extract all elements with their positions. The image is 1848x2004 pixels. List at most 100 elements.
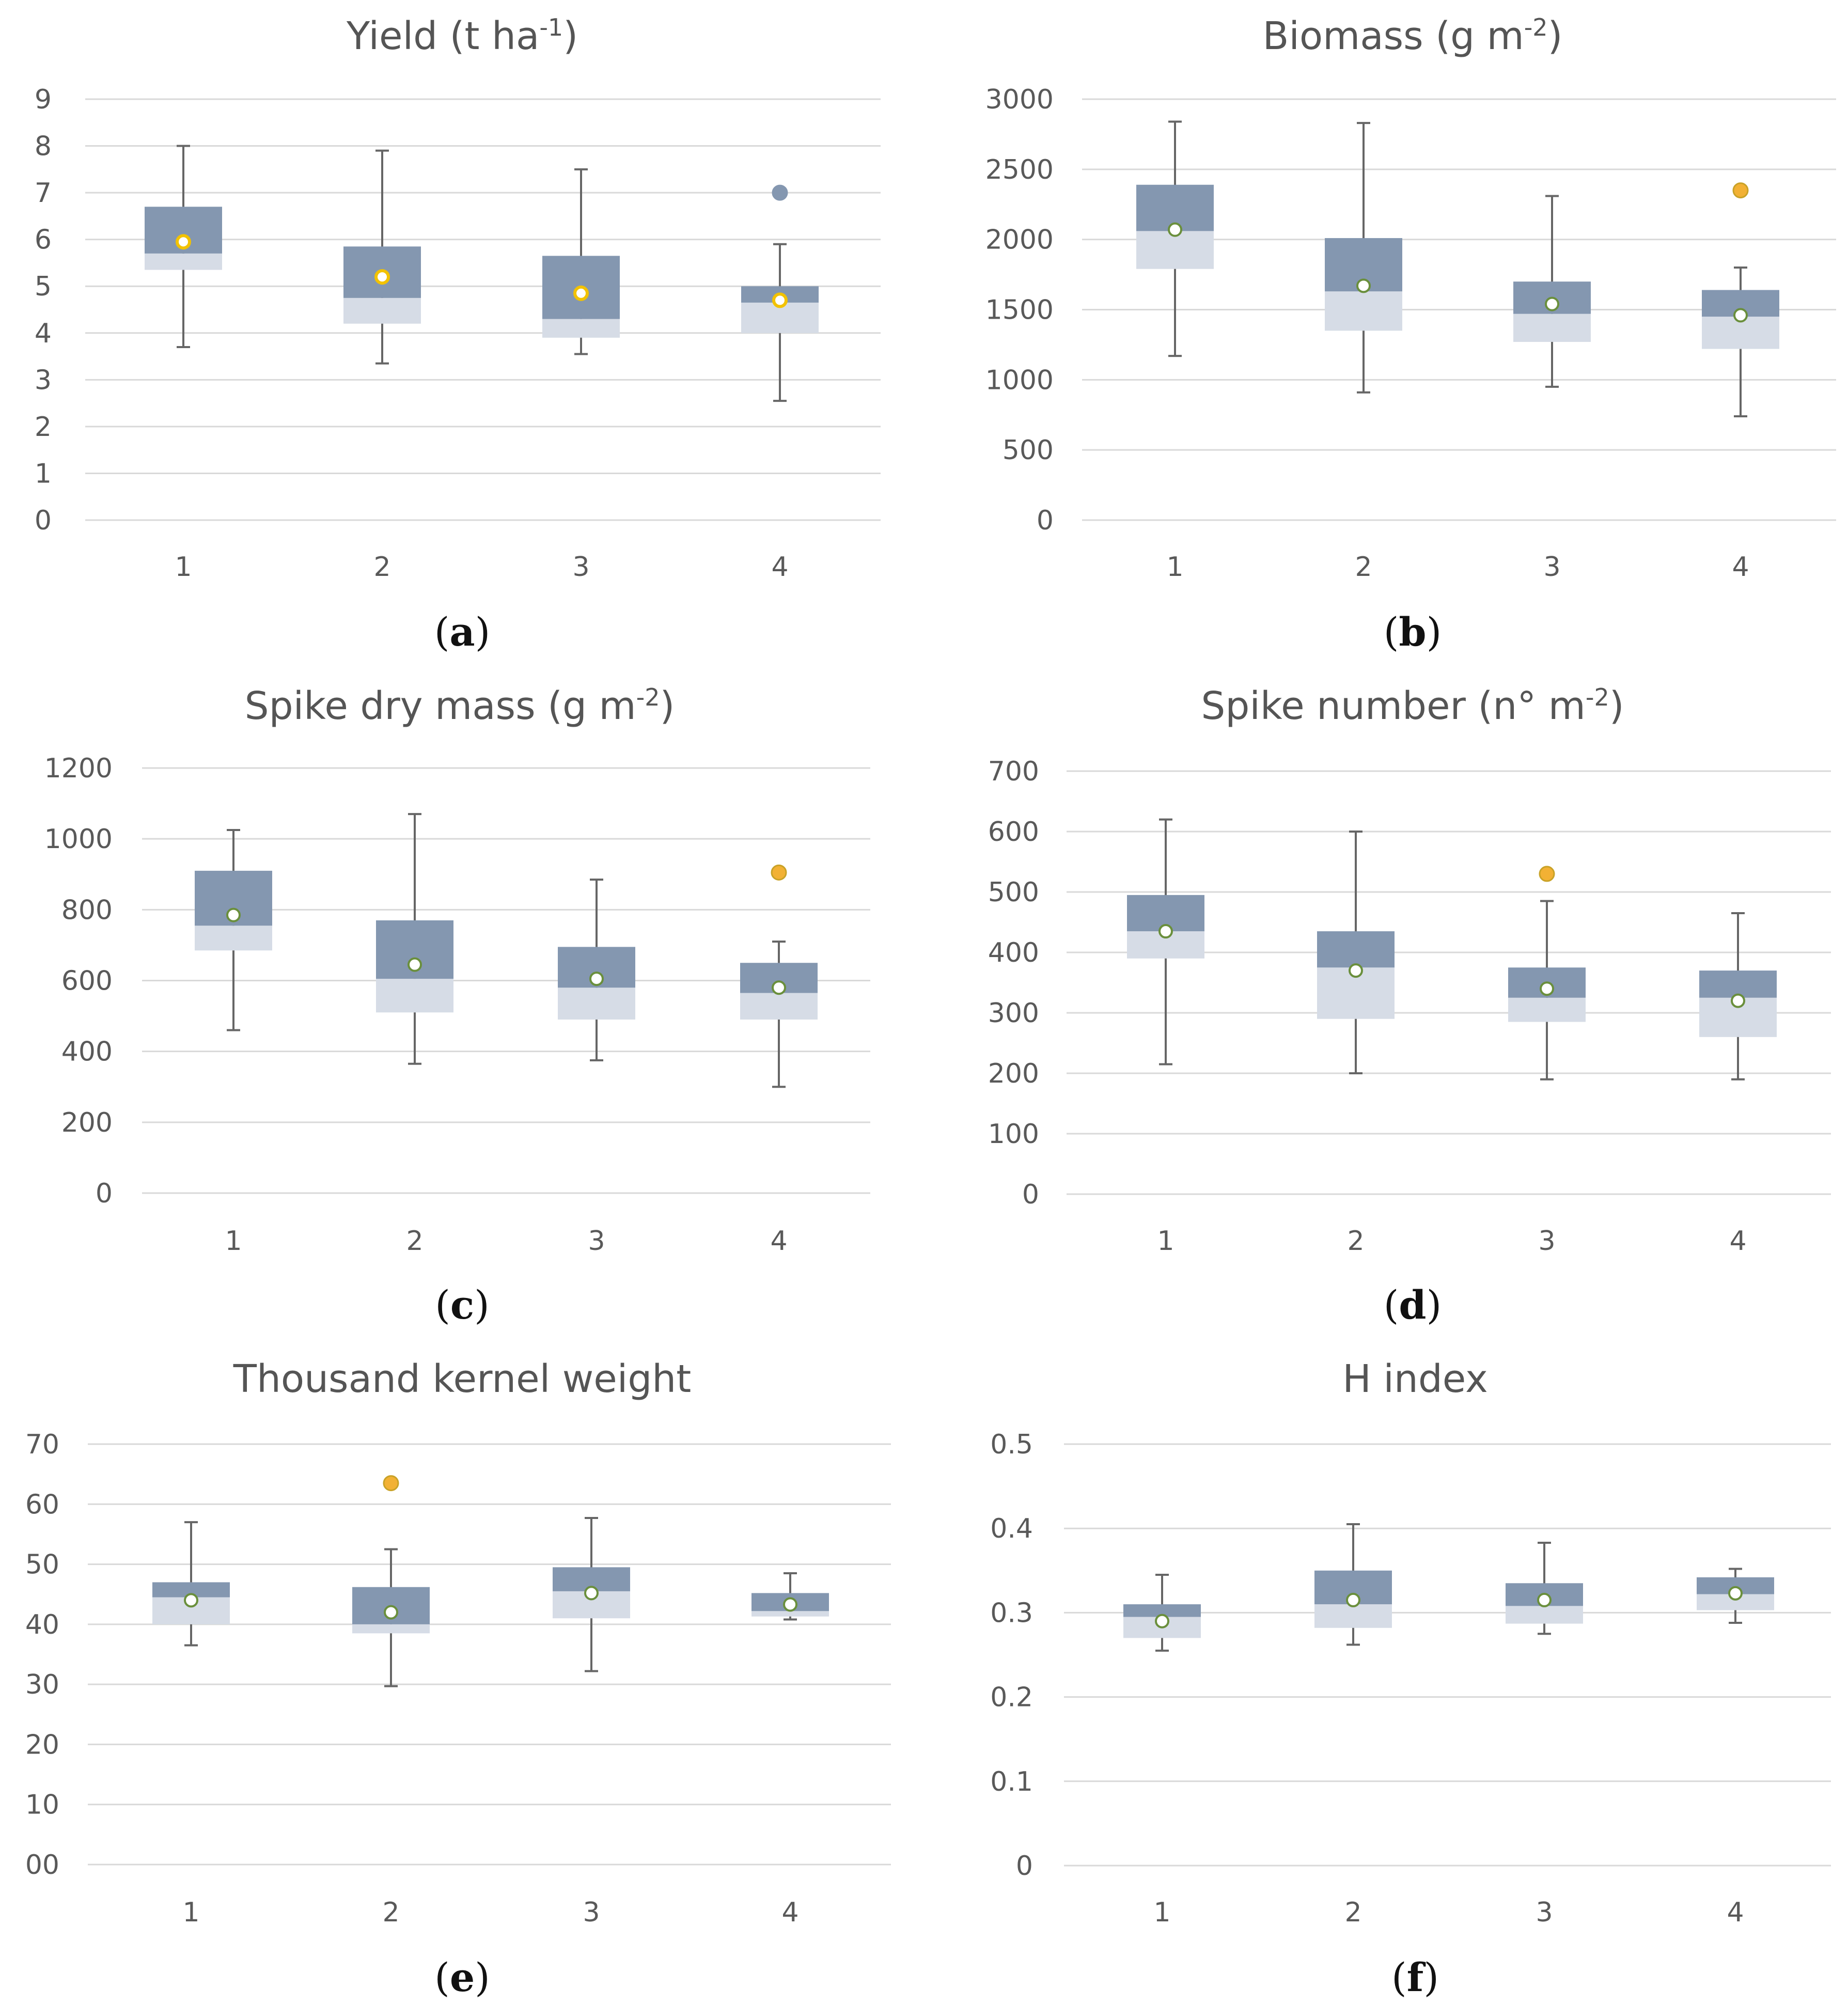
chart-title-suffix: ) bbox=[563, 14, 578, 58]
mean-marker bbox=[772, 292, 788, 308]
box-lower-quartile bbox=[195, 926, 272, 951]
x-tick-label: 3 bbox=[583, 1897, 600, 1928]
y-tick-label: 1500 bbox=[985, 295, 1054, 326]
box-lower-quartile bbox=[1325, 291, 1402, 331]
chart-title-text: Spike dry mass (g m bbox=[245, 684, 636, 728]
caption-close-paren: ) bbox=[1427, 609, 1442, 655]
x-tick-label: 4 bbox=[770, 1226, 787, 1257]
box-category-1 bbox=[1127, 818, 1204, 1066]
chart-title-text: Spike number (n° m bbox=[1201, 684, 1585, 728]
box-upper-quartile bbox=[1317, 931, 1395, 968]
x-tick-label: 4 bbox=[1732, 552, 1749, 583]
chart-panel-c: Spike dry mass (g m-2) 0 200 400 600 800 1000 1… bbox=[44, 683, 870, 1328]
box-lower-quartile bbox=[1513, 314, 1591, 342]
mean-marker bbox=[1731, 993, 1745, 1008]
chart-title: Spike number (n° m-2) bbox=[1201, 683, 1624, 728]
box-category-1 bbox=[1136, 120, 1214, 357]
y-tick-label: 2 bbox=[35, 412, 52, 443]
chart-title-suffix: ) bbox=[660, 684, 675, 728]
y-tick-label: 2500 bbox=[985, 154, 1054, 185]
mean-marker bbox=[1155, 1614, 1169, 1629]
panel-caption: (c) bbox=[435, 1282, 490, 1328]
chart-title: Spike dry mass (g m-2) bbox=[245, 683, 675, 728]
x-tick-label: 1 bbox=[175, 552, 192, 583]
y-tick-label: 0 bbox=[35, 505, 52, 536]
y-tick-label: 500 bbox=[1003, 435, 1054, 466]
y-tick-label: 400 bbox=[61, 1037, 113, 1068]
x-tick-label: 2 bbox=[406, 1226, 423, 1257]
x-tick-label: 4 bbox=[1729, 1226, 1746, 1257]
y-tick-label: 9 bbox=[35, 84, 52, 115]
x-tick-label: 2 bbox=[1355, 552, 1372, 583]
mean-marker bbox=[1349, 963, 1363, 978]
box-category-1 bbox=[1123, 1573, 1201, 1652]
box-lower-quartile bbox=[542, 319, 620, 338]
y-tick-label: 0.4 bbox=[990, 1513, 1033, 1544]
panel-caption: (f) bbox=[1391, 1954, 1439, 2000]
caption-close-paren: ) bbox=[1427, 1282, 1442, 1328]
x-tick-label: 2 bbox=[382, 1897, 399, 1928]
mean-marker bbox=[226, 907, 241, 922]
y-tick-label: 0 bbox=[1016, 1851, 1033, 1882]
y-tick-label: 300 bbox=[988, 998, 1039, 1029]
chart-panel-d: Spike number (n° m-2) 0 100 200 300 400 500 600… bbox=[988, 683, 1831, 1328]
box-category-4 bbox=[1699, 912, 1777, 1081]
panel-caption: (a) bbox=[434, 609, 491, 655]
box-lower-quartile bbox=[1506, 1606, 1583, 1624]
box-lower-quartile bbox=[1136, 231, 1214, 269]
box-category-4 bbox=[741, 243, 819, 402]
box-category-2 bbox=[343, 149, 421, 365]
box-category-1 bbox=[195, 829, 272, 1031]
x-tick-label: 1 bbox=[225, 1226, 242, 1257]
y-tick-label: 0 bbox=[96, 1178, 113, 1209]
box-category-2 bbox=[352, 1548, 430, 1687]
x-tick-label: 1 bbox=[1157, 1226, 1174, 1257]
box-upper-quartile bbox=[1699, 970, 1777, 998]
box-category-2 bbox=[1317, 831, 1395, 1074]
box-lower-quartile bbox=[352, 1624, 430, 1634]
mean-marker bbox=[1733, 308, 1748, 323]
chart-panel-b: Biomass (g m-2) 0 500 1000 1500 2000 2500 3000 1… bbox=[985, 13, 1836, 655]
mean-marker bbox=[783, 1597, 797, 1612]
y-tick-label: 0 bbox=[1022, 1179, 1039, 1210]
mean-marker bbox=[1545, 296, 1559, 311]
chart-title: H index bbox=[1342, 1357, 1488, 1401]
y-tick-label: 10 bbox=[25, 1790, 59, 1821]
caption-open-paren: ( bbox=[434, 1954, 450, 2000]
box-category-4 bbox=[1702, 267, 1779, 417]
box-category-4 bbox=[1697, 1568, 1774, 1624]
chart-title-superscript: -1 bbox=[539, 13, 563, 41]
y-tick-label: 1200 bbox=[44, 753, 113, 784]
mean-marker bbox=[1346, 1592, 1360, 1607]
y-tick-label: 50 bbox=[25, 1549, 59, 1580]
y-tick-label: 60 bbox=[25, 1489, 59, 1520]
y-tick-label: 0 bbox=[1037, 505, 1054, 536]
x-tick-label: 4 bbox=[771, 552, 788, 583]
chart-panel-a: Yield (t ha-1) 0 1 2 3 4 5 6 7 8 9 1 2 3 4 (a) bbox=[35, 13, 881, 655]
box-category-2 bbox=[1314, 1523, 1392, 1646]
caption-letter: c bbox=[450, 1282, 474, 1328]
y-tick-label: 1000 bbox=[44, 824, 113, 855]
y-tick-label: 100 bbox=[988, 1119, 1039, 1150]
box-category-4 bbox=[740, 941, 818, 1088]
y-tick-label: 6 bbox=[35, 225, 52, 256]
chart-title-text: Thousand kernel weight bbox=[233, 1357, 691, 1401]
mean-marker bbox=[408, 957, 422, 972]
outlier-marker bbox=[1539, 866, 1555, 882]
caption-letter: f bbox=[1407, 1954, 1426, 2000]
x-tick-label: 2 bbox=[1344, 1897, 1361, 1928]
chart-title-suffix: ) bbox=[1548, 14, 1563, 58]
y-tick-label: 5 bbox=[35, 271, 52, 302]
caption-letter: e bbox=[450, 1954, 475, 2000]
x-tick-label: 2 bbox=[373, 552, 390, 583]
box-category-4 bbox=[751, 1572, 829, 1621]
chart-panel-e: Thousand kernel weight 00 10 20 30 40 50 60 70 1 2… bbox=[25, 1357, 891, 2000]
x-tick-label: 3 bbox=[1536, 1897, 1553, 1928]
panel-caption: (d) bbox=[1384, 1282, 1442, 1328]
caption-open-paren: ( bbox=[1384, 1282, 1399, 1328]
outlier-marker bbox=[1732, 182, 1749, 199]
box-category-2 bbox=[376, 813, 453, 1065]
caption-letter: b bbox=[1399, 609, 1426, 655]
y-tick-label: 7 bbox=[35, 178, 52, 209]
